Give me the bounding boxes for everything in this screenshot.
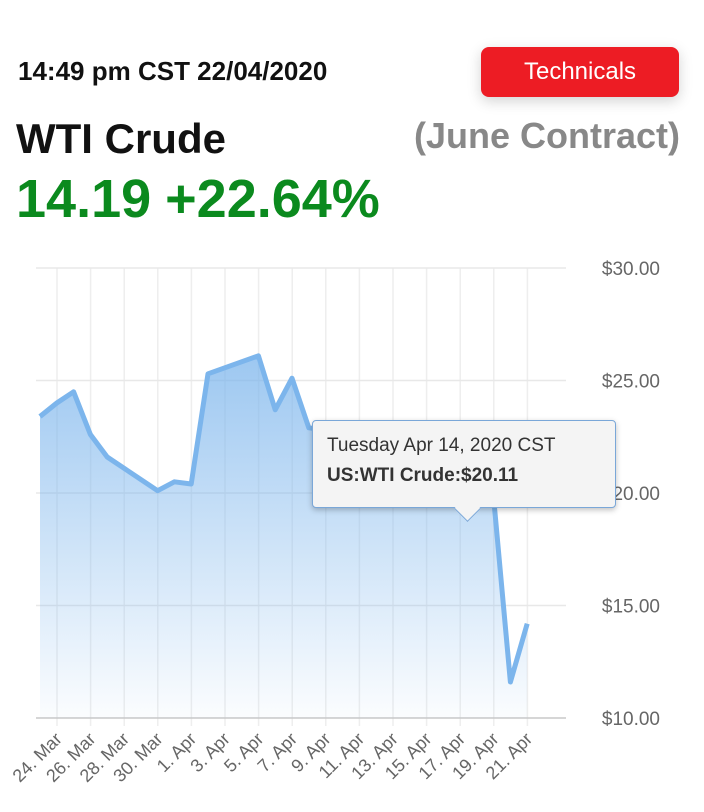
- y-tick-label: $25.00: [602, 372, 660, 393]
- contract-label: (June Contract): [413, 115, 680, 156]
- technicals-button[interactable]: Technicals: [481, 47, 679, 97]
- data-point: [523, 620, 531, 628]
- data-point: [204, 370, 212, 378]
- data-point: [53, 399, 61, 407]
- y-tick-label: $10.00: [602, 709, 660, 730]
- y-tick-label: $30.00: [602, 259, 660, 280]
- y-tick-label: $15.00: [602, 597, 660, 618]
- tooltip-date: Tuesday Apr 14, 2020 CST: [327, 435, 556, 456]
- price-row: 14.19 +22.64%: [16, 168, 380, 230]
- chart-tooltip: Tuesday Apr 14, 2020 CST US:WTI Crude:$2…: [312, 420, 616, 522]
- data-point: [271, 406, 279, 414]
- y-tick-label: $20.00: [602, 484, 660, 505]
- data-point: [187, 480, 195, 488]
- data-point: [288, 374, 296, 382]
- y-axis-ticks: $10.00 $15.00 $20.00 $25.00 $30.00: [602, 259, 660, 730]
- data-point: [103, 453, 111, 461]
- data-point: [170, 478, 178, 486]
- price-value: 14.19: [16, 169, 152, 229]
- data-point: [36, 413, 44, 421]
- tooltip-value: US:WTI Crude:$20.11: [327, 465, 519, 486]
- price-change: +22.64%: [165, 169, 380, 229]
- price-area: [40, 355, 528, 718]
- data-point: [154, 487, 162, 495]
- data-point: [70, 388, 78, 396]
- timestamp: 14:49 pm CST 22/04/2020: [18, 56, 328, 86]
- instrument-title: WTI Crude: [16, 115, 226, 162]
- data-point: [506, 678, 514, 686]
- data-point: [254, 352, 262, 360]
- data-point: [86, 431, 94, 439]
